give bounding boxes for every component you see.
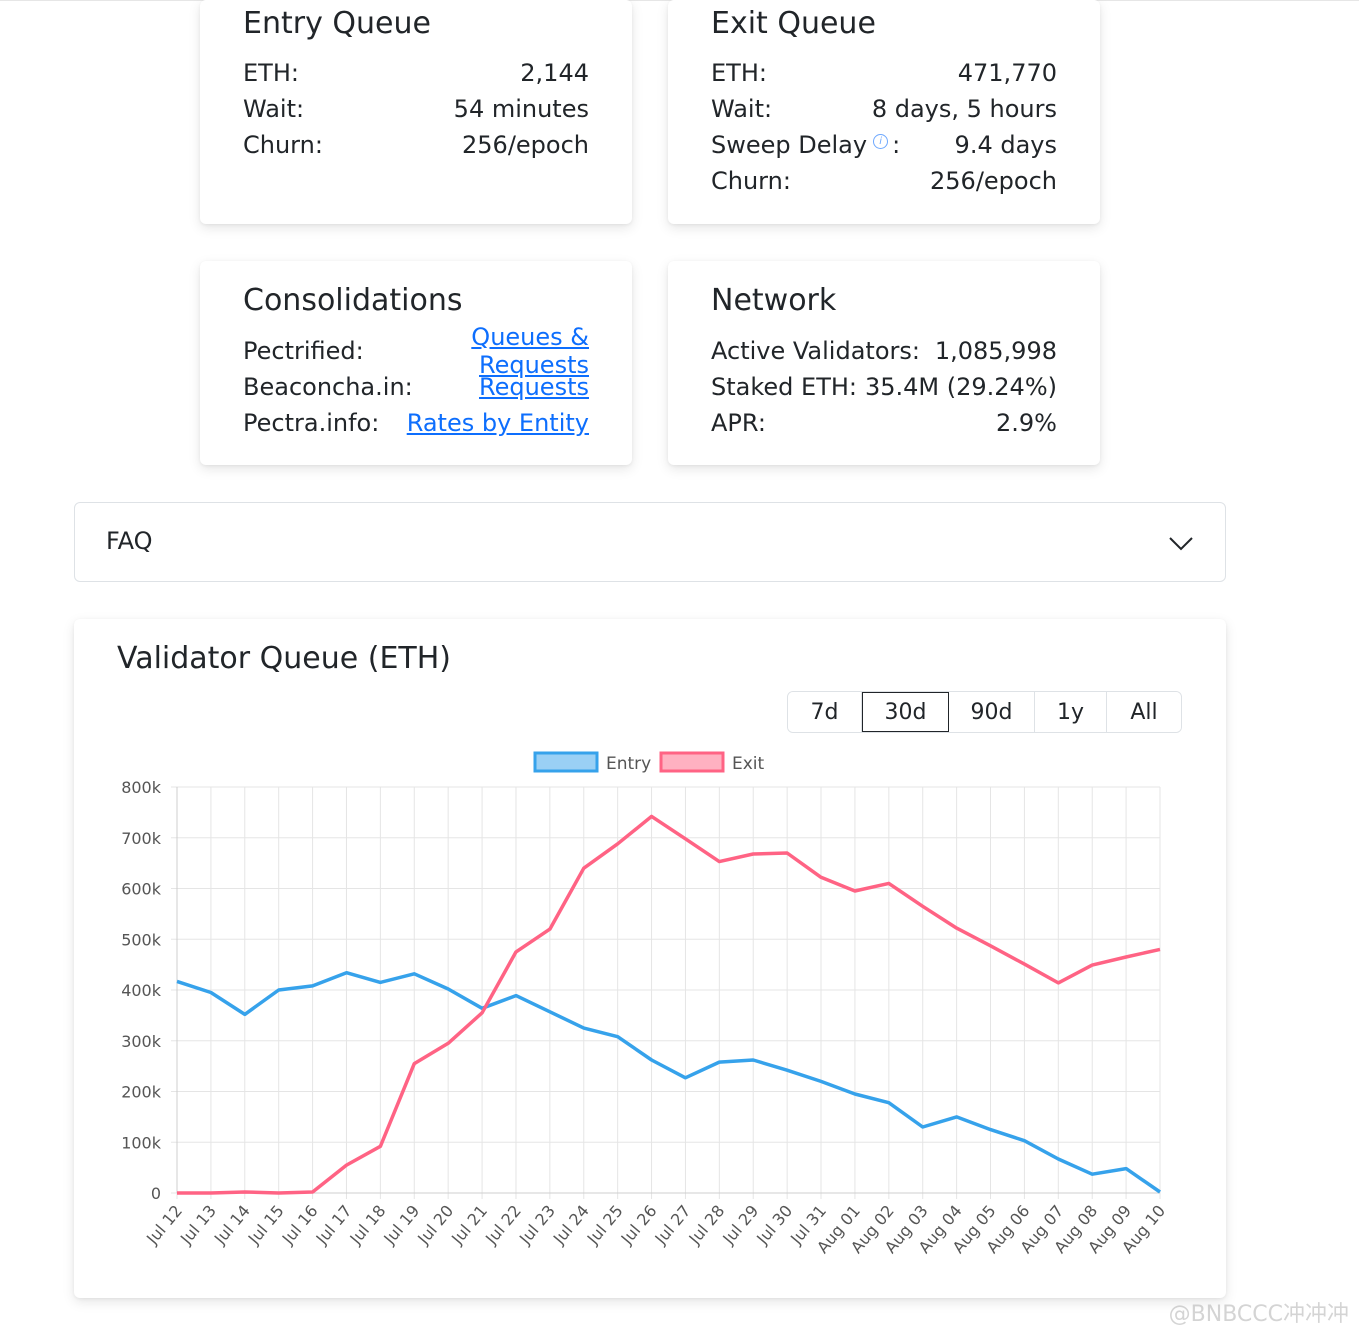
y-tick-label: 0 — [151, 1184, 161, 1203]
y-tick-label: 700k — [121, 829, 162, 848]
x-tick-label: Jul 29 — [718, 1201, 762, 1248]
exit-sweep-value: 9.4 days — [954, 131, 1057, 159]
exit-eth-row: ETH: 471,770 — [711, 55, 1057, 91]
watermark: @BNBCCC冲冲冲 — [1168, 1302, 1349, 1327]
x-tick-label: Jul 30 — [752, 1201, 796, 1248]
y-tick-label: 100k — [121, 1133, 162, 1152]
network-staked-row: Staked ETH: 35.4M (29.24%) — [711, 369, 1057, 405]
x-tick-label: Jul 13 — [176, 1201, 220, 1248]
network-apr-label: APR: — [711, 409, 766, 437]
range-90d-button[interactable]: 90d — [949, 692, 1035, 732]
range-30d-button[interactable]: 30d — [862, 692, 949, 732]
consol-pectra-label: Pectra.info: — [243, 409, 380, 437]
network-apr-row: APR: 2.9% — [711, 405, 1057, 441]
x-tick-label: Jul 12 — [142, 1201, 186, 1248]
entry-eth-label: ETH: — [243, 59, 299, 87]
exit-churn-label: Churn: — [711, 167, 791, 195]
x-tick-label: Jul 25 — [583, 1201, 627, 1248]
info-icon[interactable]: i — [873, 134, 889, 149]
range-all-button[interactable]: All — [1107, 692, 1181, 732]
x-tick-label: Jul 18 — [345, 1201, 389, 1248]
network-validators-label: Active Validators: — [711, 337, 920, 365]
series-line-entry — [176, 970, 1161, 1194]
entry-churn-label: Churn: — [243, 131, 323, 159]
x-tick-label: Jul 14 — [210, 1201, 254, 1248]
entry-churn-row: Churn: 256/epoch — [243, 127, 589, 163]
legend-label-exit: Exit — [732, 754, 765, 774]
requests-link[interactable]: Requests — [479, 373, 589, 401]
exit-wait-row: Wait: 8 days, 5 hours — [711, 91, 1057, 127]
range-1y-button[interactable]: 1y — [1035, 692, 1107, 732]
consol-pectrified-row: Pectrified: Queues & Requests — [243, 323, 589, 379]
queues-requests-link[interactable]: Queues & Requests — [471, 323, 589, 379]
entry-wait-label: Wait: — [243, 95, 305, 123]
entry-churn-value: 256/epoch — [462, 131, 589, 159]
exit-sweep-row: Sweep Delay i: 9.4 days — [711, 127, 1057, 163]
exit-wait-label: Wait: — [711, 95, 773, 123]
entry-eth-row: ETH: 2,144 — [243, 55, 589, 91]
faq-accordion[interactable]: FAQ — [74, 502, 1226, 582]
exit-queue-card: Exit Queue ETH: 471,770 Wait: 8 days, 5 … — [668, 0, 1100, 224]
x-tick-label: Jul 22 — [481, 1201, 525, 1248]
entry-wait-row: Wait: 54 minutes — [243, 91, 589, 127]
range-selector: 7d 30d 90d 1y All — [787, 691, 1182, 733]
network-title: Network — [711, 283, 837, 318]
y-tick-label: 500k — [121, 930, 162, 949]
x-tick-label: Jul 26 — [617, 1201, 661, 1248]
y-tick-label: 800k — [121, 778, 162, 797]
exit-churn-row: Churn: 256/epoch — [711, 163, 1057, 199]
consol-beaconchain-label: Beaconcha.in: — [243, 373, 413, 401]
exit-sweep-label-group: Sweep Delay i: — [711, 131, 900, 159]
x-tick-label: Jul 16 — [278, 1201, 322, 1248]
faq-label: FAQ — [106, 527, 153, 555]
chevron-down-icon[interactable] — [1167, 529, 1195, 557]
y-tick-label: 600k — [121, 880, 162, 899]
legend-swatch-entry — [533, 751, 599, 773]
exit-sweep-colon: : — [892, 131, 901, 159]
x-tick-label: Jul 24 — [549, 1201, 593, 1248]
network-validators-value: 1,085,998 — [934, 337, 1057, 365]
exit-sweep-label: Sweep Delay — [711, 131, 868, 159]
network-staked-label: Staked ETH: — [711, 373, 857, 401]
network-validators-row: Active Validators: 1,085,998 — [711, 333, 1057, 369]
range-7d-button[interactable]: 7d — [788, 692, 862, 732]
network-card: Network Active Validators: 1,085,998 Sta… — [668, 261, 1100, 465]
y-tick-label: 400k — [121, 981, 162, 1000]
chart-title: Validator Queue (ETH) — [117, 641, 451, 676]
entry-queue-card: Entry Queue ETH: 2,144 Wait: 54 minutes … — [200, 0, 632, 224]
consol-pectrified-label: Pectrified: — [243, 337, 364, 365]
entry-queue-title: Entry Queue — [243, 6, 431, 41]
exit-eth-label: ETH: — [711, 59, 767, 87]
y-tick-label: 300k — [121, 1032, 162, 1051]
y-tick-label: 200k — [121, 1083, 162, 1102]
exit-eth-value: 471,770 — [957, 59, 1057, 87]
x-tick-label: Jul 20 — [413, 1201, 457, 1248]
legend-label-entry: Entry — [606, 754, 651, 774]
consol-beaconchain-row: Beaconcha.in: Requests — [243, 369, 589, 405]
consolidations-card: Consolidations Pectrified: Queues & Requ… — [200, 261, 632, 465]
x-tick-label: Jul 21 — [447, 1201, 491, 1248]
x-tick-label: Jul 28 — [684, 1201, 728, 1248]
x-tick-label: Jul 23 — [515, 1201, 559, 1248]
exit-wait-value: 8 days, 5 hours — [871, 95, 1057, 123]
x-tick-label: Jul 27 — [651, 1201, 695, 1248]
network-apr-value: 2.9% — [996, 409, 1057, 437]
series-line-exit — [177, 814, 1161, 1195]
x-tick-label: Jul 17 — [312, 1201, 356, 1248]
network-staked-value: 35.4M (29.24%) — [864, 373, 1057, 401]
validator-queue-chart-card: Validator Queue (ETH) 7d 30d 90d 1y All … — [74, 619, 1226, 1298]
consolidations-title: Consolidations — [243, 283, 463, 318]
entry-wait-value: 54 minutes — [453, 95, 589, 123]
exit-queue-title: Exit Queue — [711, 6, 876, 41]
x-tick-label: Jul 19 — [379, 1201, 423, 1248]
x-tick-label: Jul 15 — [244, 1201, 288, 1248]
rates-by-entity-link[interactable]: Rates by Entity — [406, 409, 589, 437]
legend-swatch-exit — [659, 751, 725, 773]
consol-pectra-row: Pectra.info: Rates by Entity — [243, 405, 589, 441]
exit-churn-value: 256/epoch — [930, 167, 1057, 195]
entry-eth-value: 2,144 — [520, 59, 589, 87]
